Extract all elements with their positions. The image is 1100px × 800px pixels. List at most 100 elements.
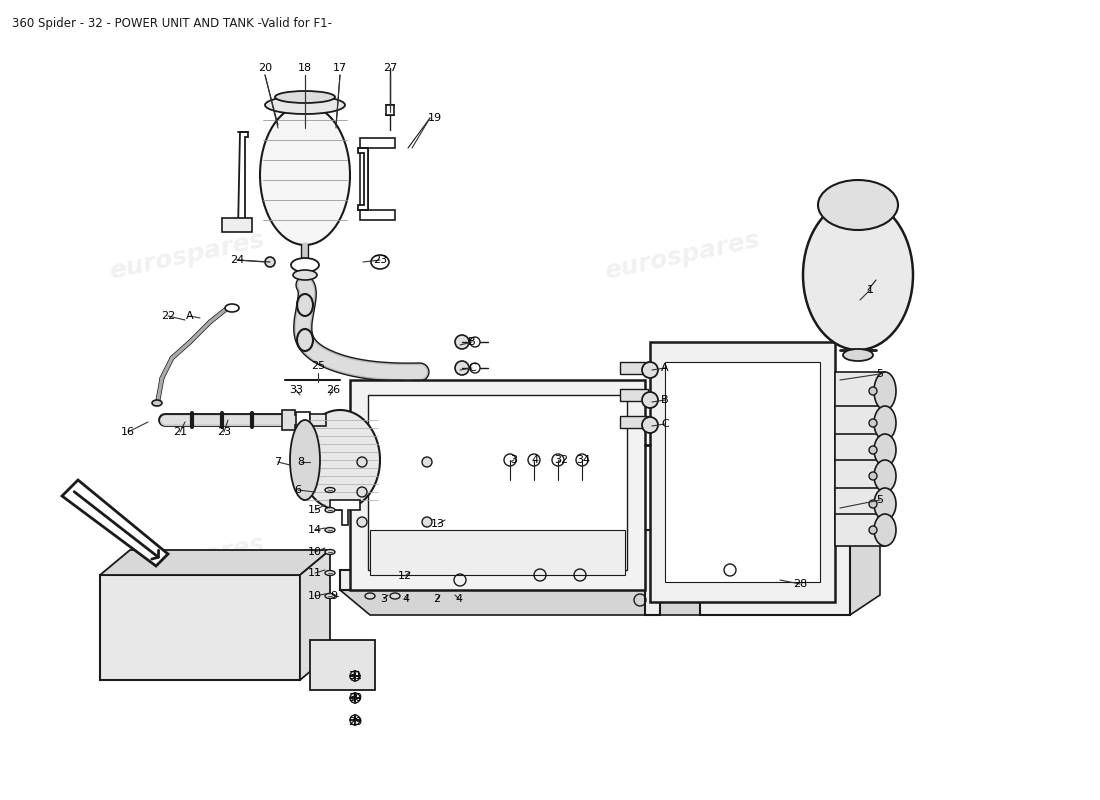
Ellipse shape <box>874 406 896 440</box>
Ellipse shape <box>152 400 162 406</box>
Text: 8: 8 <box>297 457 305 467</box>
Ellipse shape <box>470 363 480 373</box>
Circle shape <box>358 457 367 467</box>
Polygon shape <box>835 434 886 466</box>
Circle shape <box>265 257 275 267</box>
Text: 2: 2 <box>433 594 441 604</box>
Ellipse shape <box>869 387 877 395</box>
Circle shape <box>350 693 360 703</box>
Polygon shape <box>835 488 886 520</box>
Ellipse shape <box>324 507 336 513</box>
Circle shape <box>358 487 367 497</box>
Polygon shape <box>835 372 886 410</box>
Polygon shape <box>358 148 368 210</box>
Text: 28: 28 <box>793 579 807 589</box>
Polygon shape <box>368 395 627 570</box>
Polygon shape <box>222 218 252 232</box>
Ellipse shape <box>470 337 480 347</box>
Circle shape <box>350 715 360 725</box>
Ellipse shape <box>324 570 336 575</box>
Text: B: B <box>469 337 476 347</box>
Text: A: A <box>661 363 669 373</box>
Text: 34: 34 <box>576 455 590 465</box>
Circle shape <box>350 671 360 681</box>
Text: eurospares: eurospares <box>602 532 762 588</box>
Polygon shape <box>300 550 330 680</box>
Ellipse shape <box>455 335 469 349</box>
Ellipse shape <box>874 460 896 492</box>
Text: 27: 27 <box>383 63 397 73</box>
Text: B: B <box>661 395 669 405</box>
Bar <box>386 105 394 115</box>
Bar <box>310 640 375 690</box>
Text: 10: 10 <box>308 547 322 557</box>
Text: 17: 17 <box>333 63 348 73</box>
Text: 13: 13 <box>431 519 446 529</box>
Ellipse shape <box>869 446 877 454</box>
Polygon shape <box>330 500 360 525</box>
Text: 11: 11 <box>308 568 322 578</box>
Ellipse shape <box>869 526 877 534</box>
Ellipse shape <box>869 500 877 508</box>
Text: 3: 3 <box>381 594 387 604</box>
Text: 4: 4 <box>531 455 539 465</box>
Ellipse shape <box>324 487 336 493</box>
Text: 18: 18 <box>298 63 312 73</box>
Text: 14: 14 <box>308 525 322 535</box>
Text: C: C <box>661 419 669 429</box>
Text: eurospares: eurospares <box>107 228 267 284</box>
Polygon shape <box>238 132 248 230</box>
Polygon shape <box>360 138 395 220</box>
Polygon shape <box>340 540 680 590</box>
Text: 10: 10 <box>308 591 322 601</box>
Ellipse shape <box>455 361 469 375</box>
Ellipse shape <box>324 550 336 554</box>
Polygon shape <box>100 575 300 680</box>
Circle shape <box>642 362 658 378</box>
Polygon shape <box>296 412 310 428</box>
Circle shape <box>552 454 564 466</box>
Polygon shape <box>835 514 886 546</box>
Text: 32: 32 <box>554 455 568 465</box>
Polygon shape <box>310 414 326 426</box>
Text: 19: 19 <box>428 113 442 123</box>
Text: 9: 9 <box>330 591 338 601</box>
Circle shape <box>576 454 588 466</box>
Ellipse shape <box>843 349 873 361</box>
Text: 5: 5 <box>877 369 883 379</box>
Ellipse shape <box>874 372 896 410</box>
Ellipse shape <box>869 419 877 427</box>
Ellipse shape <box>292 258 319 272</box>
Text: 25: 25 <box>311 361 326 371</box>
Polygon shape <box>282 410 299 430</box>
Circle shape <box>528 454 540 466</box>
Ellipse shape <box>371 255 389 269</box>
Text: eurospares: eurospares <box>107 532 267 588</box>
Ellipse shape <box>874 488 896 520</box>
Polygon shape <box>835 460 886 492</box>
Ellipse shape <box>365 593 375 599</box>
Polygon shape <box>850 510 880 615</box>
Ellipse shape <box>869 472 877 480</box>
Text: 31: 31 <box>348 671 362 681</box>
Text: 21: 21 <box>173 427 187 437</box>
Ellipse shape <box>226 304 239 312</box>
Circle shape <box>358 517 367 527</box>
Text: 6: 6 <box>295 485 301 495</box>
Text: 12: 12 <box>398 571 412 581</box>
Text: 15: 15 <box>308 505 322 515</box>
Ellipse shape <box>260 105 350 245</box>
Text: 29: 29 <box>348 717 362 727</box>
Text: 1: 1 <box>867 285 873 295</box>
Polygon shape <box>340 540 710 615</box>
Polygon shape <box>620 362 648 374</box>
Polygon shape <box>100 550 330 575</box>
Text: 22: 22 <box>161 311 175 321</box>
Text: 20: 20 <box>257 63 272 73</box>
Circle shape <box>642 392 658 408</box>
Ellipse shape <box>324 594 336 598</box>
Ellipse shape <box>818 180 898 230</box>
Ellipse shape <box>390 593 400 599</box>
Text: 7: 7 <box>274 457 282 467</box>
Text: C: C <box>469 363 476 373</box>
